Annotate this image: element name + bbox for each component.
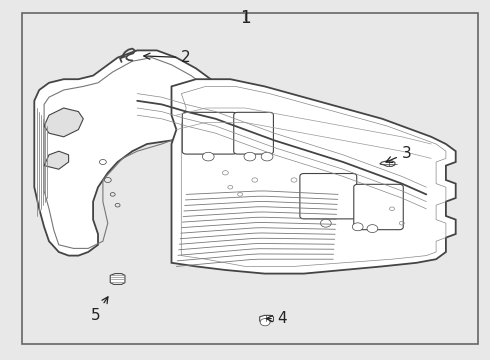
- Circle shape: [352, 223, 363, 231]
- Circle shape: [367, 225, 378, 233]
- Circle shape: [202, 152, 214, 161]
- Circle shape: [244, 152, 256, 161]
- Polygon shape: [380, 161, 395, 166]
- Polygon shape: [260, 315, 273, 322]
- Text: 4: 4: [267, 311, 287, 326]
- Polygon shape: [44, 108, 83, 137]
- Text: 3: 3: [386, 145, 412, 162]
- Text: 2: 2: [144, 50, 191, 65]
- Polygon shape: [110, 274, 125, 284]
- Polygon shape: [172, 79, 456, 274]
- Polygon shape: [34, 50, 230, 256]
- FancyBboxPatch shape: [354, 184, 403, 230]
- Text: 1: 1: [240, 9, 250, 27]
- FancyBboxPatch shape: [234, 112, 273, 154]
- Circle shape: [320, 219, 331, 227]
- FancyBboxPatch shape: [182, 112, 237, 154]
- Polygon shape: [44, 151, 69, 169]
- Text: 5: 5: [91, 297, 108, 323]
- FancyBboxPatch shape: [300, 174, 357, 219]
- Circle shape: [260, 319, 270, 326]
- Circle shape: [261, 152, 273, 161]
